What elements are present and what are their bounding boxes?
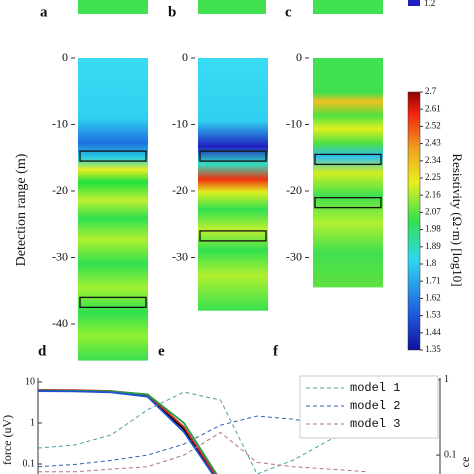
target-box	[199, 230, 267, 242]
y-tick-label: -30	[286, 249, 302, 263]
colorbar-tick-label: 1.71	[425, 275, 441, 285]
y-tick-label: 0.1	[23, 458, 36, 469]
colorbar-tick-label: 1.8	[425, 258, 437, 268]
strip-a	[78, 0, 148, 14]
line-series	[38, 389, 218, 474]
target-box	[79, 150, 147, 162]
colorbar-tick-label: 1.53	[425, 310, 441, 320]
colorbar-tick-label: 1.98	[425, 224, 441, 234]
colorbar-tick-label: 1.62	[425, 292, 441, 302]
line-series	[38, 390, 214, 474]
legend-label: model 2	[350, 399, 400, 413]
section-image	[313, 58, 383, 288]
colorbar-title: Resistivity (Ω·m) [log10]	[450, 153, 465, 286]
strip-c	[313, 0, 383, 14]
colorbar-tick-label: 2.43	[425, 138, 441, 148]
y-axis-title: Detection range (m)	[14, 153, 29, 266]
line-series	[38, 389, 216, 474]
y2-axis-title: ce	[458, 457, 472, 468]
y-tick-label: 10	[25, 376, 35, 387]
plot-area	[38, 389, 367, 474]
colorbar-tick-label: 1.89	[425, 241, 441, 251]
colorbar-tick-label: 2.7	[425, 86, 437, 96]
y-tick-label: -40	[52, 316, 68, 330]
target-box	[199, 150, 267, 162]
y-tick-label: -20	[172, 183, 188, 197]
line-series	[38, 431, 367, 473]
panel-label: a	[40, 4, 48, 20]
y-tick-label: 0	[62, 50, 68, 64]
legend-label: model 1	[350, 381, 400, 395]
y-tick-label: 1	[30, 417, 35, 428]
y-tick-label: -20	[52, 183, 68, 197]
colorbar-tick-label: 2.25	[425, 172, 441, 182]
y-tick-label: 0	[182, 50, 188, 64]
line-series	[38, 389, 215, 474]
colorbar-top	[408, 0, 420, 6]
legend-box	[299, 375, 439, 439]
colorbar-tick-label: 2.07	[425, 206, 441, 216]
y-tick-label: -10	[172, 116, 188, 130]
target-box	[314, 153, 382, 166]
colorbar-tick-label: 2.61	[425, 103, 441, 113]
line-series	[38, 391, 367, 474]
y-axis-title: force (uV)	[0, 415, 14, 465]
y-tick-label: 0	[296, 50, 302, 64]
strip-b	[198, 0, 266, 14]
target-box	[314, 196, 382, 209]
panel-label: d	[38, 343, 47, 359]
y2-tick-label: 1	[444, 374, 449, 385]
section-image	[78, 58, 148, 361]
panel-label: e	[158, 343, 165, 359]
y-tick-label: -10	[286, 116, 302, 130]
y-tick-label: -30	[52, 249, 68, 263]
colorbar-tick-label: 1.2	[424, 0, 435, 8]
colorbar-tick-label: 1.35	[425, 344, 441, 354]
panel-label: c	[285, 4, 292, 20]
y2-tick-label: 0.1	[444, 449, 457, 460]
target-box	[79, 296, 147, 309]
section-image	[198, 58, 268, 311]
legend-label: model 3	[350, 417, 400, 431]
y-tick-label: -30	[172, 249, 188, 263]
colorbar-tick-label: 2.52	[425, 120, 441, 130]
y-tick-label: -10	[52, 116, 68, 130]
y-tick-label: -20	[286, 183, 302, 197]
colorbar-tick-label: 1.44	[425, 327, 441, 337]
colorbar	[407, 91, 421, 351]
colorbar-tick-label: 2.34	[425, 155, 441, 165]
colorbar-tick-label: 2.16	[425, 189, 441, 199]
panel-label: f	[273, 343, 279, 359]
panel-label: b	[168, 4, 176, 20]
